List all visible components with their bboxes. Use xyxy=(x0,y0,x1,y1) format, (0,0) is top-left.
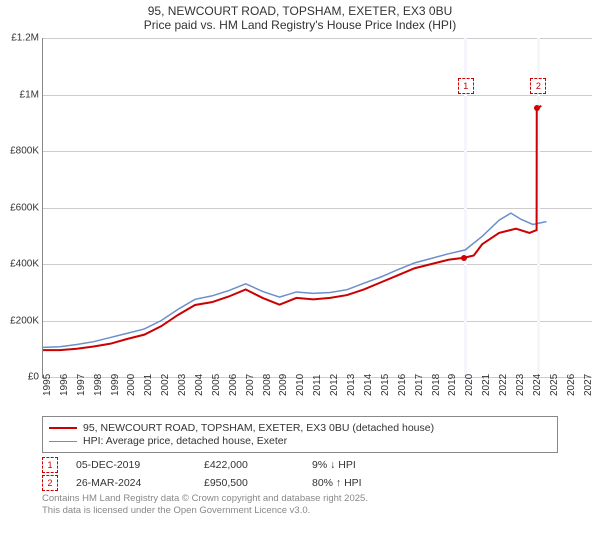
footer-line2: This data is licensed under the Open Gov… xyxy=(42,505,558,517)
series-hpi xyxy=(43,213,546,347)
x-tick-label: 2010 xyxy=(295,374,306,396)
plot-area: £0£200K£400K£600K£800K£1M£1.2M12 xyxy=(42,38,592,378)
y-tick-label: £800K xyxy=(3,146,39,157)
x-tick-label: 2026 xyxy=(566,374,577,396)
chart-area: £0£200K£400K£600K£800K£1M£1.2M12 xyxy=(42,38,592,378)
transaction-price: £950,500 xyxy=(204,477,294,489)
legend-swatch xyxy=(49,427,77,429)
x-tick-label: 2001 xyxy=(143,374,154,396)
x-tick-label: 2005 xyxy=(211,374,222,396)
legend-item: HPI: Average price, detached house, Exet… xyxy=(49,435,551,447)
x-tick-label: 2018 xyxy=(431,374,442,396)
x-tick-label: 2023 xyxy=(515,374,526,396)
x-tick-label: 2024 xyxy=(532,374,543,396)
transaction-date: 26-MAR-2024 xyxy=(76,477,186,489)
y-tick-label: £600K xyxy=(3,202,39,213)
title-subtitle: Price paid vs. HM Land Registry's House … xyxy=(0,18,600,32)
y-tick-label: £0 xyxy=(3,372,39,383)
x-tick-label: 2009 xyxy=(278,374,289,396)
x-tick-label: 2025 xyxy=(549,374,560,396)
x-tick-label: 2002 xyxy=(160,374,171,396)
title-address: 95, NEWCOURT ROAD, TOPSHAM, EXETER, EX3 … xyxy=(0,4,600,18)
transaction-marker: 2 xyxy=(42,475,58,491)
x-tick-label: 2016 xyxy=(397,374,408,396)
y-tick-label: £200K xyxy=(3,315,39,326)
y-tick-label: £1.2M xyxy=(3,33,39,44)
x-tick-label: 2013 xyxy=(346,374,357,396)
legend-item: 95, NEWCOURT ROAD, TOPSHAM, EXETER, EX3 … xyxy=(49,422,551,434)
x-tick-label: 2004 xyxy=(194,374,205,396)
x-tick-label: 1996 xyxy=(59,374,70,396)
transaction-delta: 80% ↑ HPI xyxy=(312,477,362,489)
x-tick-label: 2012 xyxy=(329,374,340,396)
x-tick-label: 2003 xyxy=(177,374,188,396)
transaction-row: 1 05-DEC-2019 £422,000 9% ↓ HPI xyxy=(42,457,558,473)
chart-dot-1 xyxy=(461,255,467,261)
x-tick-label: 2008 xyxy=(262,374,273,396)
series-svg xyxy=(43,38,592,377)
x-tick-label: 2000 xyxy=(126,374,137,396)
x-tick-label: 2007 xyxy=(245,374,256,396)
x-tick-label: 2019 xyxy=(447,374,458,396)
legend: 95, NEWCOURT ROAD, TOPSHAM, EXETER, EX3 … xyxy=(42,416,558,453)
transaction-marker: 1 xyxy=(42,457,58,473)
legend-label: HPI: Average price, detached house, Exet… xyxy=(83,435,287,447)
legend-label: 95, NEWCOURT ROAD, TOPSHAM, EXETER, EX3 … xyxy=(83,422,434,434)
transaction-row: 2 26-MAR-2024 £950,500 80% ↑ HPI xyxy=(42,475,558,491)
chart-marker-1: 1 xyxy=(458,78,474,94)
legend-swatch xyxy=(49,441,77,442)
footer-line1: Contains HM Land Registry data © Crown c… xyxy=(42,493,558,505)
x-tick-label: 2027 xyxy=(583,374,594,396)
series-price_paid xyxy=(43,106,541,350)
y-tick-label: £400K xyxy=(3,259,39,270)
x-tick-label: 2006 xyxy=(228,374,239,396)
x-tick-label: 2015 xyxy=(380,374,391,396)
x-tick-label: 1998 xyxy=(93,374,104,396)
x-tick-label: 2021 xyxy=(481,374,492,396)
transaction-date: 05-DEC-2019 xyxy=(76,459,186,471)
x-tick-label: 1999 xyxy=(110,374,121,396)
x-tick-label: 2022 xyxy=(498,374,509,396)
x-tick-label: 1995 xyxy=(42,374,53,396)
x-tick-label: 2020 xyxy=(464,374,475,396)
transaction-delta: 9% ↓ HPI xyxy=(312,459,356,471)
x-tick-label: 1997 xyxy=(76,374,87,396)
y-tick-label: £1M xyxy=(3,89,39,100)
x-tick-label: 2017 xyxy=(414,374,425,396)
x-tick-label: 2011 xyxy=(312,374,323,396)
transactions-table: 1 05-DEC-2019 £422,000 9% ↓ HPI 2 26-MAR-2024… xyxy=(42,457,558,491)
transaction-price: £422,000 xyxy=(204,459,294,471)
footer-copyright: Contains HM Land Registry data © Crown c… xyxy=(42,493,558,518)
x-tick-label: 2014 xyxy=(363,374,374,396)
chart-dot-2 xyxy=(534,105,540,111)
chart-marker-2: 2 xyxy=(530,78,546,94)
x-axis-labels: 1995199619971998199920002001200220032004… xyxy=(42,378,592,412)
